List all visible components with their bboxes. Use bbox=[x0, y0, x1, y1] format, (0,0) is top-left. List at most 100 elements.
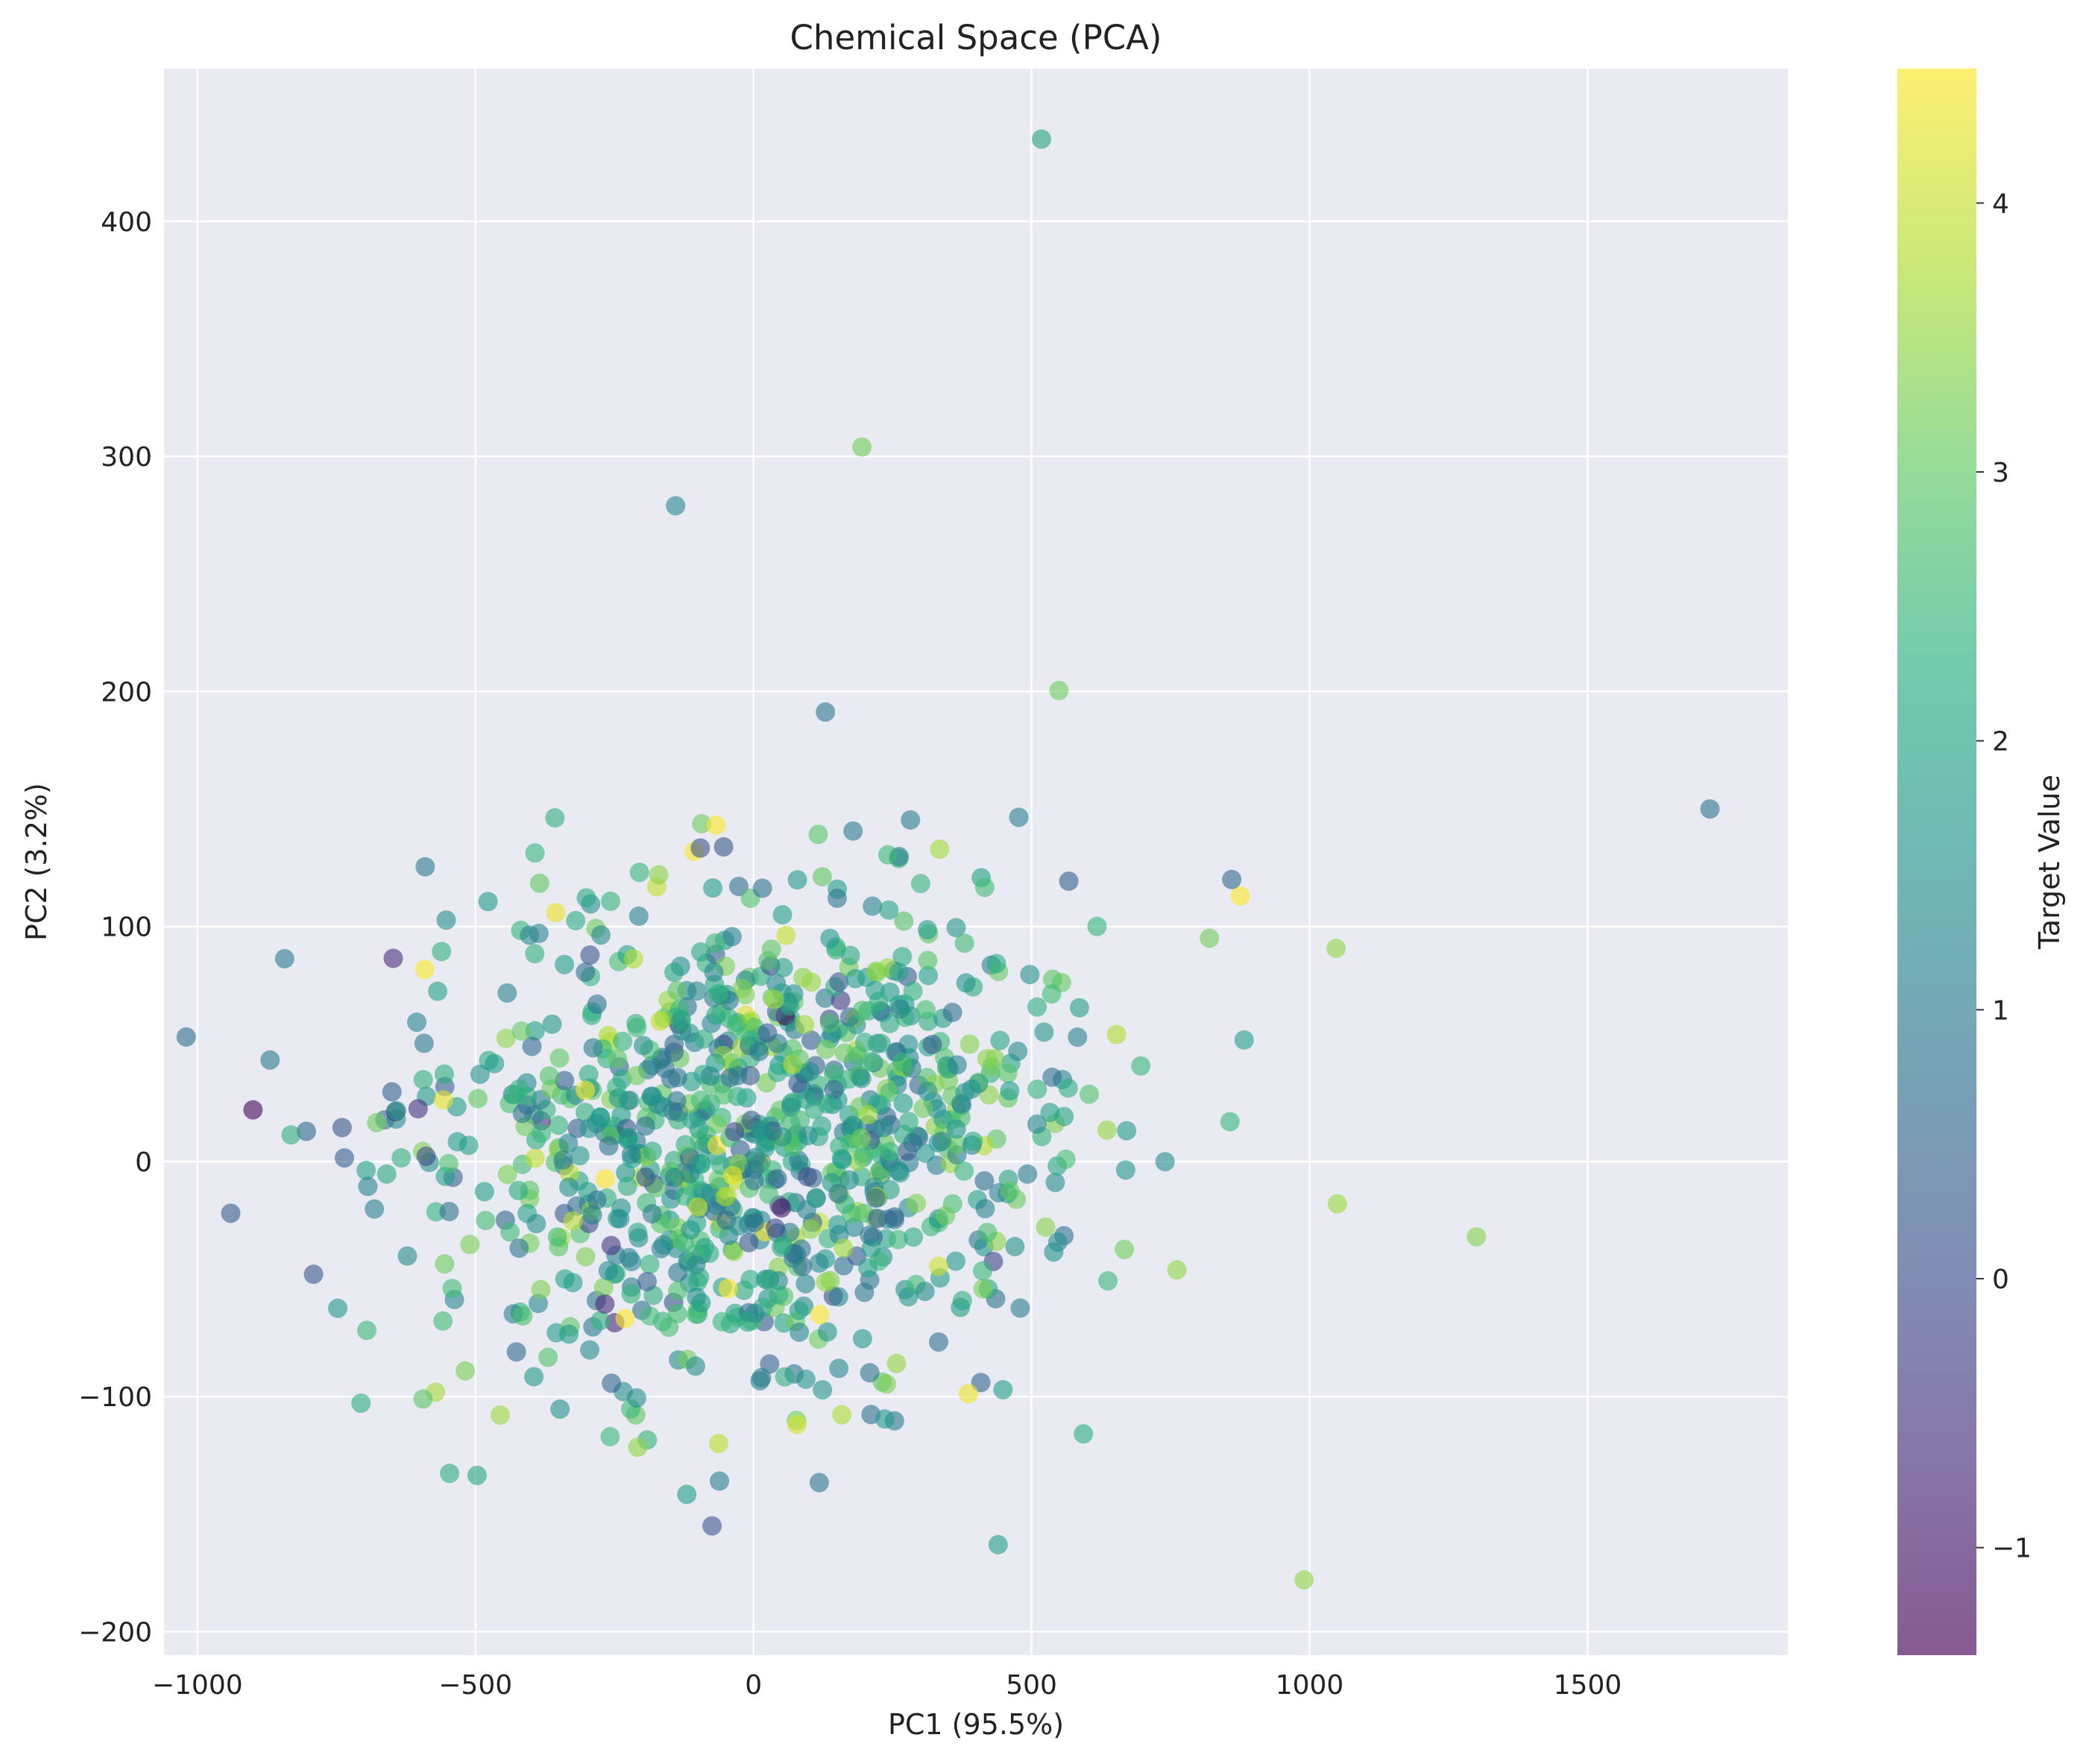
scatter-point bbox=[845, 968, 866, 989]
scatter-point bbox=[946, 1119, 966, 1139]
scatter-point bbox=[332, 1118, 352, 1138]
scatter-point bbox=[587, 994, 607, 1014]
axis-ticks: −1000 −500 0 500 1000 1500−200−10001002003004… bbox=[78, 207, 1622, 1701]
scatter-point bbox=[866, 1188, 886, 1208]
scatter-point bbox=[532, 1123, 552, 1143]
scatter-point bbox=[497, 1165, 517, 1185]
scatter-point bbox=[667, 1091, 687, 1111]
scatter-point bbox=[582, 1205, 602, 1225]
scatter-point bbox=[686, 1255, 706, 1275]
scatter-point bbox=[587, 1190, 607, 1210]
x-tick-label: 1000 bbox=[1276, 1670, 1344, 1701]
scatter-point bbox=[442, 1279, 462, 1299]
scatter-point bbox=[692, 813, 712, 834]
scatter-point bbox=[971, 1373, 991, 1393]
scatter-point bbox=[559, 1324, 579, 1344]
scatter-point bbox=[643, 1086, 663, 1106]
scatter-point bbox=[406, 1012, 426, 1033]
scatter-point bbox=[713, 1085, 734, 1105]
scatter-point bbox=[1294, 1570, 1314, 1590]
scatter-point bbox=[522, 1036, 542, 1056]
scatter-point bbox=[832, 1150, 852, 1170]
scatter-point bbox=[590, 1311, 611, 1331]
scatter-point bbox=[776, 925, 796, 945]
scatter-point bbox=[677, 1484, 697, 1505]
scatter-point bbox=[414, 1033, 434, 1053]
scatter-point bbox=[795, 1369, 816, 1389]
scatter-point bbox=[907, 1194, 927, 1214]
scatter-point bbox=[691, 942, 711, 962]
scatter-point bbox=[761, 939, 781, 960]
scatter-point bbox=[440, 1464, 460, 1484]
scatter-point bbox=[468, 1089, 488, 1109]
scatter-point bbox=[936, 1206, 956, 1226]
scatter-point bbox=[668, 1262, 688, 1282]
scatter-point bbox=[863, 896, 883, 916]
scatter-point bbox=[415, 960, 435, 980]
scatter-point bbox=[1027, 1080, 1047, 1100]
scatter-point bbox=[671, 1009, 691, 1030]
scatter-point bbox=[1045, 1172, 1065, 1192]
scatter-point bbox=[608, 1048, 628, 1068]
scatter-point bbox=[613, 1031, 633, 1051]
scatter-point bbox=[433, 1311, 453, 1331]
scatter-point bbox=[715, 1187, 735, 1207]
scatter-point bbox=[948, 1135, 968, 1155]
scatter-point bbox=[875, 1409, 895, 1429]
scatter-point bbox=[858, 1105, 878, 1125]
scatter-point bbox=[432, 942, 452, 962]
scatter-point bbox=[621, 1284, 641, 1304]
scatter-point bbox=[913, 1098, 933, 1118]
scatter-point bbox=[545, 808, 565, 828]
grid bbox=[164, 69, 1788, 1655]
scatter-point bbox=[517, 1086, 538, 1106]
colorbar-tick-label: 1 bbox=[1992, 995, 2009, 1026]
scatter-point bbox=[888, 1229, 908, 1250]
scatter-point bbox=[816, 702, 836, 722]
colorbar-tick-label: −1 bbox=[1992, 1534, 2032, 1564]
scatter-point bbox=[898, 1112, 919, 1132]
scatter-point bbox=[892, 947, 913, 967]
scatter-point bbox=[474, 1182, 494, 1202]
scatter-point bbox=[930, 840, 950, 860]
colorbar: −1 0 1 2 3 4 Target Value bbox=[1897, 69, 2066, 1655]
colorbar-gradient bbox=[1897, 69, 1976, 1655]
scatter-point bbox=[703, 878, 723, 898]
scatter-point bbox=[809, 1253, 829, 1273]
scatter-point bbox=[690, 838, 710, 858]
plot-area bbox=[164, 69, 1788, 1655]
scatter-point bbox=[595, 1294, 615, 1314]
scatter-point bbox=[873, 1118, 893, 1138]
scatter-point bbox=[986, 954, 1006, 974]
scatter-point bbox=[755, 1138, 775, 1158]
scatter-point bbox=[1230, 886, 1250, 906]
scatter-point bbox=[563, 1211, 583, 1231]
scatter-point bbox=[851, 1068, 872, 1089]
x-tick-label: −1000 bbox=[152, 1670, 243, 1701]
scatter-point bbox=[1000, 1081, 1020, 1101]
scatter-point bbox=[1027, 1114, 1047, 1134]
scatter-point bbox=[928, 1256, 948, 1276]
scatter-point bbox=[642, 1203, 662, 1223]
scatter-point bbox=[788, 1073, 808, 1093]
scatter-point bbox=[890, 1163, 910, 1183]
scatter-point bbox=[932, 1131, 952, 1151]
scatter-point bbox=[547, 1227, 567, 1247]
scatter-point bbox=[558, 1177, 579, 1197]
scatter-point bbox=[566, 910, 586, 930]
colorbar-tick-label: 4 bbox=[1992, 189, 2009, 219]
scatter-point bbox=[303, 1264, 324, 1285]
scatter-point bbox=[659, 1317, 679, 1338]
scatter-points bbox=[176, 129, 1720, 1590]
y-tick-label: 200 bbox=[101, 677, 152, 708]
scatter-point bbox=[1327, 1194, 1347, 1214]
scatter-point bbox=[1200, 928, 1220, 948]
scatter-point bbox=[593, 1277, 614, 1297]
scatter-point bbox=[436, 910, 456, 930]
scatter-point bbox=[570, 1146, 590, 1166]
scatter-point bbox=[708, 983, 728, 1004]
scatter-point bbox=[356, 1160, 376, 1180]
scatter-point bbox=[1005, 1236, 1025, 1256]
scatter-point bbox=[617, 1176, 637, 1197]
chart-title: Chemical Space (PCA) bbox=[790, 18, 1162, 57]
